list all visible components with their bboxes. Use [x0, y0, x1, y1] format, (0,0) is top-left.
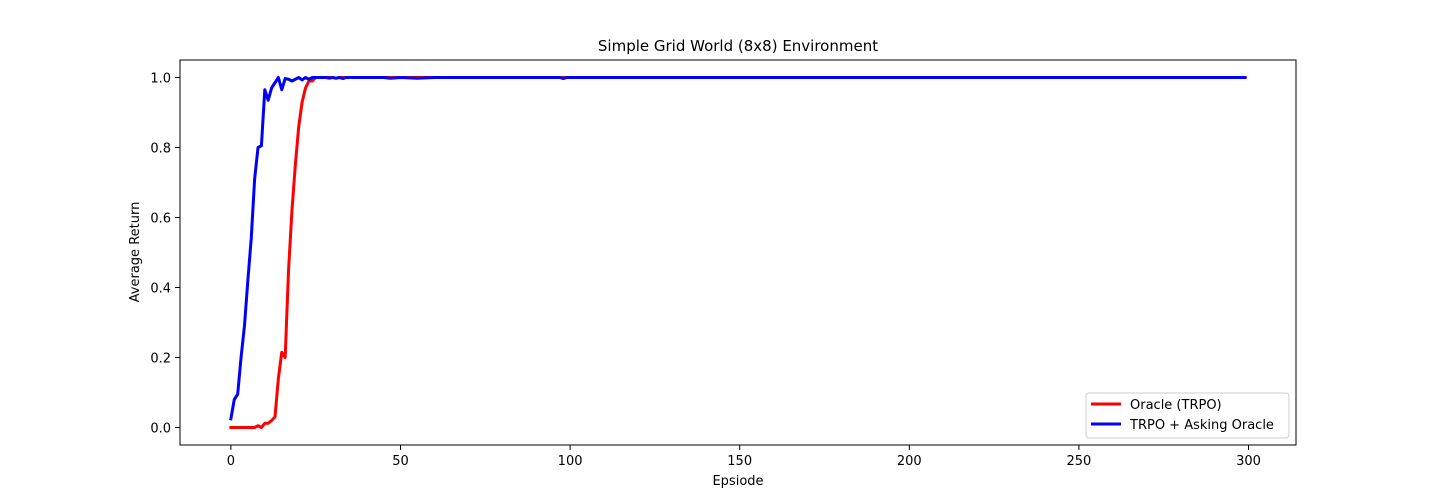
- series-layer: [229, 76, 1247, 429]
- x-axis: 0 50 100 150 200 250 300: [227, 445, 1261, 469]
- x-tick-label: 250: [1066, 454, 1091, 469]
- legend-label-oracle: Oracle (TRPO): [1130, 398, 1222, 413]
- plot-area: [179, 59, 1297, 446]
- y-tick-label: 0.6: [150, 212, 171, 227]
- y-tick-label: 1.0: [150, 72, 171, 87]
- x-tick-label: 300: [1236, 454, 1261, 469]
- x-axis-label: Epsiode: [712, 474, 763, 489]
- x-tick-label: 150: [727, 454, 752, 469]
- y-tick-label: 0.8: [150, 142, 171, 157]
- x-tick-label: 0: [227, 454, 235, 469]
- series-line-0: [229, 76, 1247, 429]
- legend-box: [1085, 392, 1290, 439]
- y-tick-label: 0.2: [150, 352, 171, 367]
- axes-frame: [179, 59, 1297, 446]
- y-axis: 0.0 0.2 0.4 0.6 0.8 1.0: [150, 72, 180, 437]
- x-tick-label: 200: [897, 454, 922, 469]
- y-tick-label: 0.4: [150, 282, 171, 297]
- legend: Oracle (TRPO) TRPO + Asking Oracle: [1085, 392, 1290, 439]
- y-tick-label: 0.0: [150, 422, 171, 437]
- chart-title: Simple Grid World (8x8) Environment: [598, 37, 878, 55]
- legend-label-asking-oracle: TRPO + Asking Oracle: [1129, 418, 1274, 433]
- y-axis-label: Average Return: [128, 202, 143, 303]
- x-tick-label: 50: [392, 454, 409, 469]
- series-line-1: [229, 76, 1247, 421]
- x-tick-label: 100: [558, 454, 583, 469]
